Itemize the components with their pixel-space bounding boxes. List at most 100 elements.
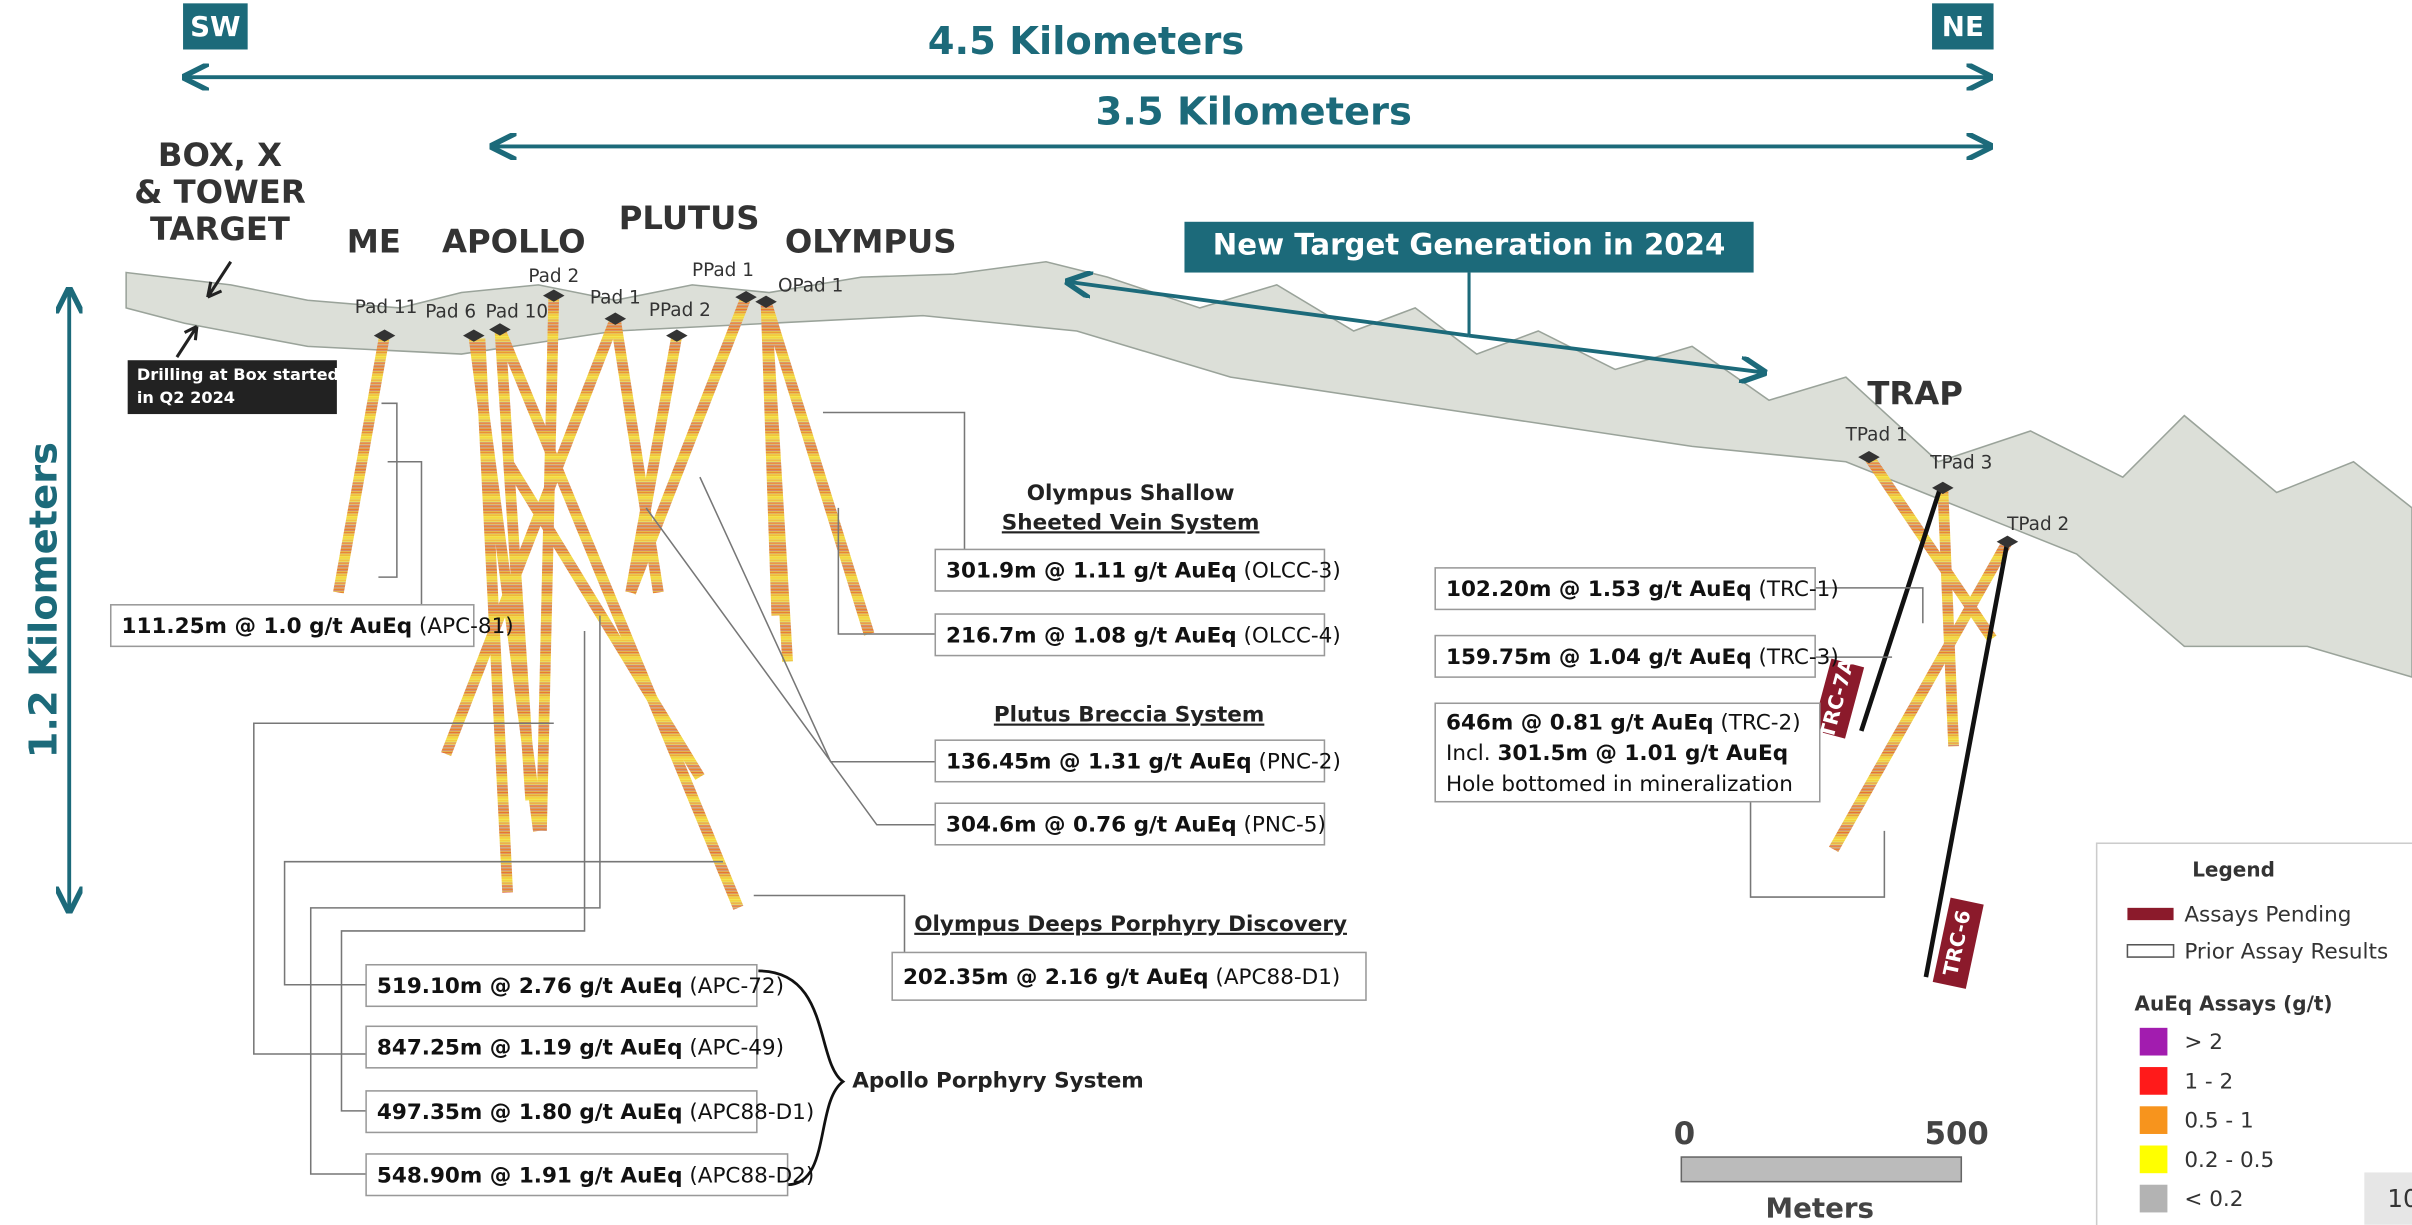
- interval: 216.7m @ 1.08 g/t AuEq: [946, 623, 1237, 648]
- brace: [758, 971, 843, 1185]
- interval: 111.25m @ 1.0 g/t AuEq: [122, 614, 413, 639]
- interval: 548.90m @ 1.91 g/t AuEq: [377, 1163, 683, 1188]
- hole-id: (PNC-5): [1244, 813, 1326, 838]
- pad-marker: [666, 329, 688, 341]
- depth-label: 1.2 Kilometers: [22, 442, 67, 758]
- interval: 136.45m @ 1.31 g/t AuEq: [946, 749, 1252, 774]
- callout-text: 202.35m @ 2.16 g/t AuEq (APC88-D1): [903, 965, 1340, 990]
- pad-label: TPad 1: [1845, 425, 1908, 446]
- callout-text: 304.6m @ 0.76 g/t AuEq (PNC-5): [946, 813, 1326, 838]
- target-label: OLYMPUS: [785, 222, 957, 260]
- new-target-label: New Target Generation in 2024: [1213, 227, 1725, 261]
- page: SW NE 4.5 Kilometers 3.5 Kilometers 1.2 …: [0, 0, 2412, 1225]
- system-heading: Apollo Porphyry System: [852, 1069, 1144, 1094]
- target-label: APOLLO: [442, 222, 586, 260]
- interval: 202.35m @ 2.16 g/t AuEq: [903, 965, 1209, 990]
- pad-label: Pad 1: [590, 288, 641, 309]
- pointer: [177, 326, 197, 357]
- callout-text: Hole bottomed in mineralization: [1446, 772, 1793, 797]
- callout-text: 159.75m @ 1.04 g/t AuEq (TRC-3): [1446, 645, 1839, 670]
- hole-id: (PNC-2): [1259, 749, 1341, 774]
- callout-text: 301.9m @ 1.11 g/t AuEq (OLCC-3): [946, 559, 1341, 584]
- legend-label: 0.2 - 0.5: [2184, 1148, 2274, 1173]
- sw-label: SW: [190, 10, 240, 43]
- callout-text: 111.25m @ 1.0 g/t AuEq (APC-81): [122, 614, 514, 639]
- system-heading: Olympus Deeps Porphyry Discovery: [914, 912, 1347, 937]
- hole-id: (APC-49): [689, 1036, 784, 1061]
- legend-swatch: [2140, 1146, 2168, 1174]
- interval: 646m @ 0.81 g/t AuEq: [1446, 710, 1714, 735]
- interval: 497.35m @ 1.80 g/t AuEq: [377, 1100, 683, 1125]
- pad-label: Pad 2: [528, 266, 579, 287]
- hole-id: (APC88-D1): [689, 1100, 814, 1125]
- note-text: Drilling at Box started: [137, 365, 339, 384]
- scale-start: 0: [1674, 1116, 1695, 1152]
- interval: 102.20m @ 1.53 g/t AuEq: [1446, 577, 1752, 602]
- callout-text: 216.7m @ 1.08 g/t AuEq (OLCC-4): [946, 623, 1341, 648]
- hole-id: (TRC-3): [1758, 645, 1838, 670]
- interval: 301.5m @ 1.01 g/t AuEq: [1497, 741, 1788, 766]
- hole-id: (APC-81): [419, 614, 514, 639]
- pad-label: Pad 10: [486, 302, 549, 323]
- callout-text: 136.45m @ 1.31 g/t AuEq (PNC-2): [946, 749, 1341, 774]
- pad-label: PPad 1: [692, 260, 754, 281]
- interval: 847.25m @ 1.19 g/t AuEq: [377, 1036, 683, 1061]
- target-label: TRAP: [1867, 375, 1963, 413]
- legend-swatch: [2127, 945, 2173, 957]
- legend-label: < 0.2: [2184, 1187, 2243, 1212]
- legend-label: 1 - 2: [2184, 1069, 2233, 1094]
- note-text: in Q2 2024: [137, 388, 235, 407]
- system-heading: Plutus Breccia System: [994, 703, 1264, 728]
- legend-swatch: [2140, 1106, 2168, 1134]
- callout-text: 497.35m @ 1.80 g/t AuEq (APC88-D1): [377, 1100, 814, 1125]
- target-label: PLUTUS: [619, 199, 760, 237]
- pad-label: Pad 6: [425, 302, 476, 323]
- system-heading: Olympus Shallow: [1027, 481, 1235, 506]
- callout-text: Incl. 301.5m @ 1.01 g/t AuEq: [1446, 741, 1788, 766]
- target-label: & TOWER: [134, 173, 306, 211]
- hole-id: (TRC-1): [1758, 577, 1838, 602]
- scale-bar: [1681, 1157, 1961, 1182]
- ne-label: NE: [1942, 10, 1984, 43]
- interval: 519.10m @ 2.76 g/t AuEq: [377, 974, 683, 999]
- target-label: ME: [347, 222, 401, 260]
- scale-end: 500: [1925, 1116, 1989, 1152]
- hole-id: (OLCC-4): [1244, 623, 1341, 648]
- legend-swatch: [2140, 1028, 2168, 1056]
- section-diagram: SW NE 4.5 Kilometers 3.5 Kilometers 1.2 …: [0, 0, 2412, 1225]
- legend-swatch: [2140, 1067, 2168, 1095]
- legend-swatch: [2140, 1185, 2168, 1213]
- legend-title: Legend: [2192, 857, 2275, 881]
- callout-text: 519.10m @ 2.76 g/t AuEq (APC-72): [377, 974, 784, 999]
- pad-label: TPad 2: [2006, 514, 2069, 535]
- span-core: 3.5 Kilometers: [1095, 90, 1411, 135]
- pad-label: TPad 3: [1929, 452, 1992, 473]
- hole-id: (APC88-D2): [689, 1163, 814, 1188]
- callout-text: 646m @ 0.81 g/t AuEq (TRC-2): [1446, 710, 1801, 735]
- target-label: BOX, X: [158, 136, 282, 174]
- hole-id: (APC88-D1): [1215, 965, 1340, 990]
- callout-text: 847.25m @ 1.19 g/t AuEq (APC-49): [377, 1036, 784, 1061]
- target-label: TARGET: [150, 210, 290, 248]
- interval: 159.75m @ 1.04 g/t AuEq: [1446, 645, 1752, 670]
- hole-id: (OLCC-3): [1244, 559, 1341, 584]
- prefix: Incl.: [1446, 741, 1491, 766]
- pad-label: Pad 11: [355, 297, 418, 318]
- legend-label: Assays Pending: [2184, 903, 2351, 928]
- hole-id: (TRC-2): [1720, 710, 1800, 735]
- legend-label: 0.5 - 1: [2184, 1109, 2253, 1134]
- legend-label: Prior Assay Results: [2184, 939, 2388, 964]
- legend-subtitle: AuEq Assays (g/t): [2135, 991, 2333, 1015]
- callout-text: 548.90m @ 1.91 g/t AuEq (APC88-D2): [377, 1163, 814, 1188]
- scale-unit: Meters: [1766, 1191, 1874, 1224]
- pad-label: PPad 2: [649, 300, 711, 321]
- page-number: 10: [2387, 1184, 2412, 1213]
- span-total: 4.5 Kilometers: [928, 19, 1244, 64]
- interval: 304.6m @ 0.76 g/t AuEq: [946, 813, 1237, 838]
- legend-swatch: [2127, 908, 2173, 920]
- legend-label: > 2: [2184, 1030, 2223, 1055]
- interval: 301.9m @ 1.11 g/t AuEq: [946, 559, 1237, 584]
- system-heading: Sheeted Vein System: [1002, 510, 1260, 535]
- pad-label: OPad 1: [778, 275, 843, 296]
- callout-text: 102.20m @ 1.53 g/t AuEq (TRC-1): [1446, 577, 1839, 602]
